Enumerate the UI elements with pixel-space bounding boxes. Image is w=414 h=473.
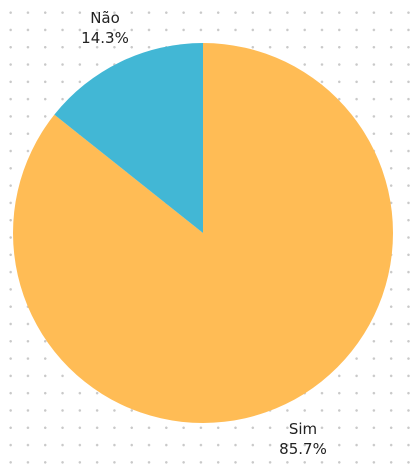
slice-label-sim: Sim bbox=[289, 420, 317, 438]
pie-slice-nao bbox=[54, 43, 203, 233]
pie-slice-sim bbox=[13, 43, 394, 424]
pie-labels: Sim 85.7% Não 14.3% bbox=[81, 9, 327, 458]
slice-label-nao: Não bbox=[90, 9, 120, 27]
slice-percent-sim: 85.7% bbox=[279, 440, 327, 458]
slice-percent-nao: 14.3% bbox=[81, 29, 129, 47]
pie-slices bbox=[13, 43, 394, 424]
